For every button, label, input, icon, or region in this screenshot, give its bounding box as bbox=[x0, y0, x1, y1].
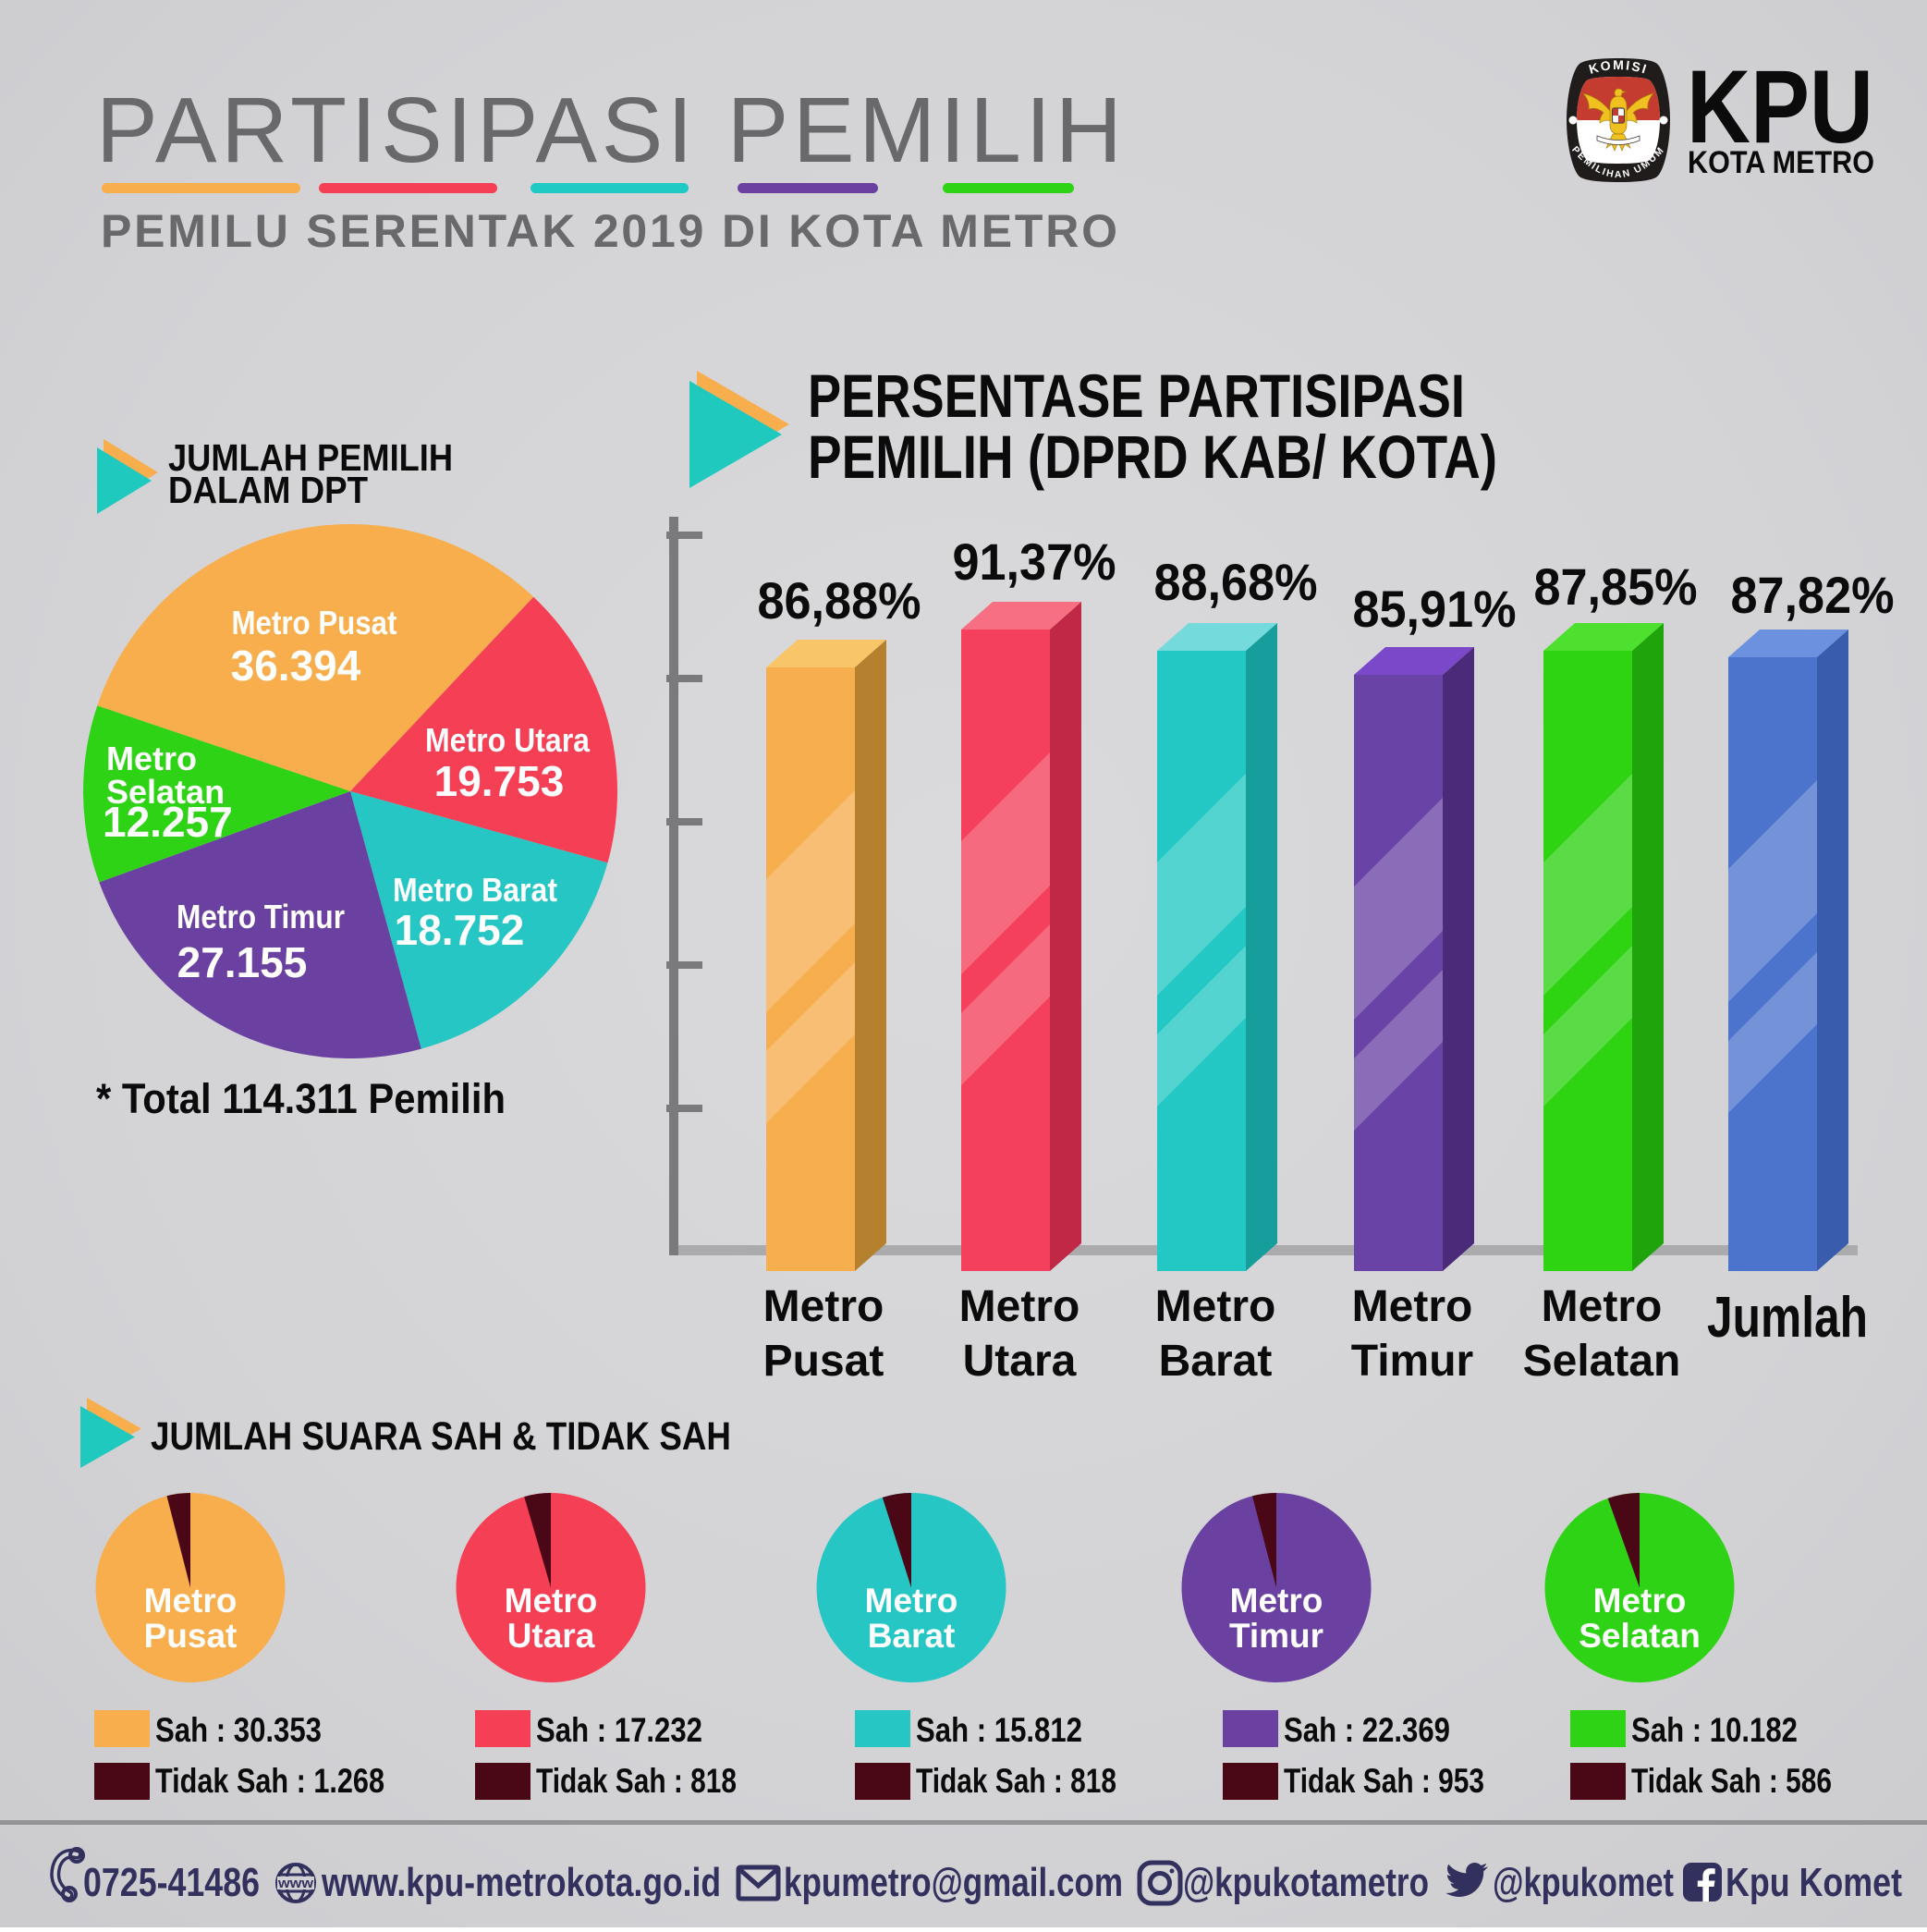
svg-text:KOTA METRO: KOTA METRO bbox=[1688, 145, 1874, 180]
svg-text:Timur: Timur bbox=[1229, 1617, 1323, 1655]
svg-text:Kpu Komet: Kpu Komet bbox=[1726, 1860, 1902, 1905]
svg-text:kpumetro@gmail.com: kpumetro@gmail.com bbox=[784, 1860, 1123, 1905]
svg-text:91,37%: 91,37% bbox=[953, 532, 1116, 591]
svg-text:Utara: Utara bbox=[507, 1617, 595, 1655]
svg-text:87,82%: 87,82% bbox=[1731, 566, 1895, 624]
svg-text:Metro: Metro bbox=[505, 1582, 598, 1620]
svg-text:Metro: Metro bbox=[1230, 1582, 1323, 1620]
svg-text:PEMILU SERENTAK 2019 DI KOTA M: PEMILU SERENTAK 2019 DI KOTA METRO bbox=[101, 205, 1117, 257]
svg-text:KOMISI: KOMISI bbox=[1587, 57, 1650, 77]
svg-text:18.752: 18.752 bbox=[395, 906, 525, 954]
svg-text:Metro: Metro bbox=[959, 1282, 1080, 1331]
svg-text:Metro: Metro bbox=[1593, 1582, 1687, 1620]
svg-text:Metro: Metro bbox=[106, 740, 197, 777]
svg-text:www: www bbox=[277, 1876, 313, 1891]
svg-text:Metro: Metro bbox=[1155, 1282, 1276, 1331]
svg-text:JUMLAH PEMILIH: JUMLAH PEMILIH bbox=[168, 436, 453, 479]
svg-text:PEMILIH (DPRD KAB/ KOTA): PEMILIH (DPRD KAB/ KOTA) bbox=[808, 422, 1497, 491]
svg-text:www.kpu-metrokota.go.id: www.kpu-metrokota.go.id bbox=[321, 1860, 721, 1905]
svg-text:Selatan: Selatan bbox=[106, 773, 225, 811]
svg-text:19.753: 19.753 bbox=[434, 757, 565, 805]
svg-text:Sah : 22.369: Sah : 22.369 bbox=[1284, 1711, 1450, 1749]
svg-text:0725-41486: 0725-41486 bbox=[83, 1860, 260, 1905]
svg-text:Tidak Sah : 818: Tidak Sah : 818 bbox=[916, 1762, 1116, 1800]
svg-text:Utara: Utara bbox=[963, 1337, 1077, 1386]
svg-text:Sah : 15.812: Sah : 15.812 bbox=[916, 1711, 1082, 1749]
svg-text:Selatan: Selatan bbox=[1523, 1337, 1681, 1386]
svg-text:DALAM DPT: DALAM DPT bbox=[168, 469, 368, 511]
svg-text:36.394: 36.394 bbox=[231, 642, 361, 690]
svg-text:Metro: Metro bbox=[865, 1582, 958, 1620]
svg-text:86,88%: 86,88% bbox=[758, 571, 921, 630]
svg-text:85,91%: 85,91% bbox=[1353, 580, 1517, 638]
svg-text:Metro: Metro bbox=[1542, 1282, 1663, 1331]
svg-text:87,85%: 87,85% bbox=[1534, 557, 1698, 616]
svg-text:Barat: Barat bbox=[1159, 1337, 1273, 1386]
svg-text:PERSENTASE PARTISIPASI: PERSENTASE PARTISIPASI bbox=[808, 361, 1465, 430]
svg-text:Tidak Sah : 818: Tidak Sah : 818 bbox=[536, 1762, 737, 1800]
svg-text:Tidak Sah : 1.268: Tidak Sah : 1.268 bbox=[155, 1762, 384, 1800]
svg-text:* Total 114.311 Pemilih: * Total 114.311 Pemilih bbox=[96, 1075, 506, 1122]
svg-text:KPU: KPU bbox=[1687, 49, 1873, 165]
svg-text:Metro Barat: Metro Barat bbox=[393, 871, 557, 909]
svg-text:88,68%: 88,68% bbox=[1154, 553, 1318, 611]
svg-text:Pusat: Pusat bbox=[144, 1617, 238, 1655]
svg-text:Metro Pusat: Metro Pusat bbox=[232, 604, 397, 642]
svg-text:JUMLAH SUARA SAH & TIDAK SAH: JUMLAH SUARA SAH & TIDAK SAH bbox=[151, 1414, 731, 1459]
svg-text:Metro Utara: Metro Utara bbox=[425, 721, 591, 759]
svg-text:Sah : 17.232: Sah : 17.232 bbox=[536, 1711, 702, 1749]
svg-text:Sah : 30.353: Sah : 30.353 bbox=[155, 1711, 322, 1749]
svg-text:Tidak Sah : 953: Tidak Sah : 953 bbox=[1284, 1762, 1484, 1800]
svg-text:Barat: Barat bbox=[868, 1617, 956, 1655]
svg-text:PARTISIPASI PEMILIH: PARTISIPASI PEMILIH bbox=[96, 79, 1122, 182]
svg-text:27.155: 27.155 bbox=[177, 938, 308, 986]
svg-text:Tidak Sah : 586: Tidak Sah : 586 bbox=[1631, 1762, 1832, 1800]
svg-text:Metro: Metro bbox=[144, 1582, 238, 1620]
svg-text:Metro: Metro bbox=[1352, 1282, 1473, 1331]
svg-text:Metro Timur: Metro Timur bbox=[177, 898, 345, 935]
svg-text:@kpukotametro: @kpukotametro bbox=[1183, 1860, 1429, 1905]
svg-text:Timur: Timur bbox=[1351, 1337, 1473, 1386]
svg-text:Pusat: Pusat bbox=[763, 1337, 884, 1386]
svg-text:12.257: 12.257 bbox=[103, 798, 233, 846]
svg-text:Sah : 10.182: Sah : 10.182 bbox=[1631, 1711, 1798, 1749]
svg-text:Jumlah: Jumlah bbox=[1707, 1286, 1868, 1350]
svg-text:Selatan: Selatan bbox=[1579, 1617, 1701, 1655]
svg-text:Metro: Metro bbox=[763, 1282, 884, 1331]
svg-text:@kpukomet: @kpukomet bbox=[1493, 1860, 1674, 1905]
